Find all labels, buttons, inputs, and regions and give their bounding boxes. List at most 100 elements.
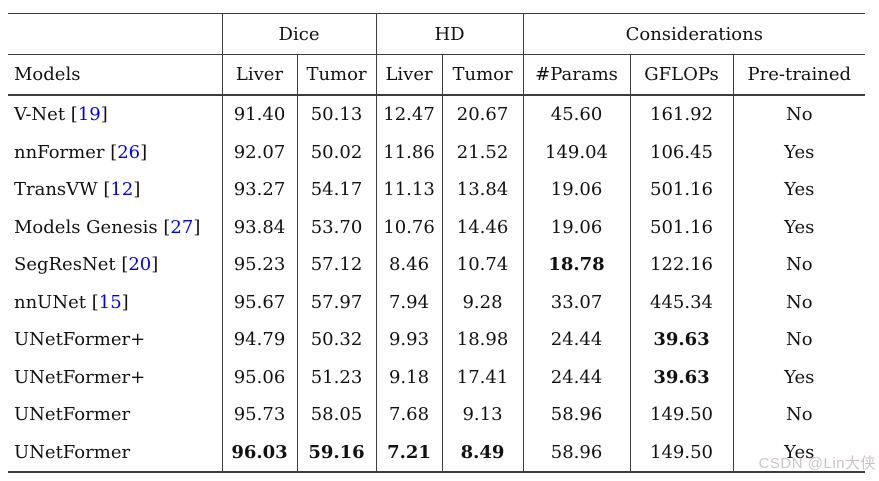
citation-link[interactable]: 27 [170,216,194,238]
value-cell: 10.74 [442,246,524,284]
value-cell: 54.17 [297,171,377,209]
column-header-dice-tumor: Tumor [297,54,377,96]
value-cell: 93.27 [222,171,298,209]
citation-link[interactable]: 12 [110,179,134,201]
model-name-cell: UNetFormer [8,396,223,434]
value-cell: 24.44 [523,358,631,396]
value-cell: 501.16 [630,208,734,246]
value-cell: 50.02 [297,133,377,171]
model-name-cell: UNetFormer+ [8,321,223,359]
value-cell: 9.28 [442,283,524,321]
value-cell: 17.41 [442,358,524,396]
table-row: UNetFormer 96.03 59.16 7.21 8.49 58.96 149.50 Y… [8,433,865,472]
value-cell: No [785,329,813,351]
value-cell: 9.18 [376,358,443,396]
model-name: TransVW [14,179,98,201]
value-cell: 19.06 [523,208,631,246]
column-header-gflops: GFLOPs [630,54,734,96]
value-cell: 9.13 [442,396,524,434]
model-name-cell: SegResNet [20] [8,246,223,284]
value-cell: 122.16 [630,246,734,284]
column-header-hd-liver: Liver [376,54,443,96]
value-cell: 18.98 [442,321,524,359]
column-header-dice-liver: Liver [222,54,298,96]
value-cell: 95.67 [222,283,298,321]
value-cell: 21.52 [442,133,524,171]
model-name-cell: UNetFormer [8,433,223,472]
citation-link[interactable]: 19 [77,104,101,126]
value-cell: 95.23 [222,246,298,284]
model-name: nnFormer [14,141,105,163]
value-cell: 8.46 [376,246,443,284]
value-cell: Yes [784,366,815,388]
value-cell: Yes [784,179,815,201]
value-cell: 50.13 [297,95,377,134]
value-cell: 11.86 [376,133,443,171]
value-cell: 9.93 [376,321,443,359]
value-cell: 11.13 [376,171,443,209]
value-cell: 57.12 [297,246,377,284]
value-cell: 149.04 [523,133,631,171]
value-cell: 94.79 [222,321,298,359]
value-cell: 58.96 [523,396,631,434]
model-name: UNetFormer+ [14,366,146,388]
group-header-considerations: Considerations [523,13,866,55]
value-cell: 58.96 [523,433,631,472]
value-cell: 53.70 [297,208,377,246]
value-cell: 19.06 [523,171,631,209]
value-cell: 149.50 [630,433,734,472]
citation-link[interactable]: 15 [98,291,122,313]
model-name: UNetFormer [14,441,131,463]
citation-link[interactable]: 20 [128,254,152,276]
value-cell: Yes [784,141,815,163]
value-cell: No [785,254,813,276]
value-cell: 445.34 [630,283,734,321]
column-header-pretrained: Pre-trained [733,54,866,96]
model-name-cell: nnUNet [15] [8,283,223,321]
model-name-cell: TransVW [12] [8,171,223,209]
value-cell: 7.94 [376,283,443,321]
value-cell: 39.63 [630,321,734,359]
table-row: V-Net [19] 91.40 50.13 12.47 20.67 45.60 161.9… [8,95,865,134]
value-cell: 7.68 [376,396,443,434]
table-row: Models Genesis [27] 93.84 53.70 10.76 14.46 1… [8,208,865,246]
model-name: Models Genesis [14,216,158,238]
value-cell: 96.03 [222,433,298,472]
model-name: nnUNet [14,291,86,313]
column-header-params: #Params [523,54,631,96]
value-cell: 95.73 [222,396,298,434]
value-cell: 18.78 [523,246,631,284]
value-cell: 7.21 [376,433,443,472]
value-cell: No [785,104,813,126]
value-cell: 10.76 [376,208,443,246]
value-cell: 8.49 [442,433,524,472]
value-cell: 45.60 [523,95,631,134]
table-row: nnUNet [15] 95.67 57.97 7.94 9.28 33.07 445.34… [8,283,865,321]
model-name-cell: nnFormer [26] [8,133,223,171]
column-header-row: Models Liver Tumor Liver Tumor #Params G… [8,54,866,96]
value-cell: 51.23 [297,358,377,396]
table-row: SegResNet [20] 95.23 57.12 8.46 10.74 18.78 12… [8,246,865,284]
value-cell: 58.05 [297,396,377,434]
group-header-dice: Dice [222,13,377,55]
group-header-empty [8,13,223,55]
value-cell: 39.63 [630,358,734,396]
value-cell: 106.45 [630,133,734,171]
value-cell: 59.16 [297,433,377,472]
table-row: UNetFormer 95.73 58.05 7.68 9.13 58.96 149.50 N… [8,396,865,434]
group-header-hd: HD [376,13,524,55]
value-cell: 57.97 [297,283,377,321]
value-cell: 91.40 [222,95,298,134]
value-cell: Yes [784,216,815,238]
model-name: UNetFormer [14,404,131,426]
value-cell: 13.84 [442,171,524,209]
value-cell: No [785,404,813,426]
value-cell: 12.47 [376,95,443,134]
table-row: UNetFormer+ 95.06 51.23 9.18 17.41 24.44 39.63… [8,358,865,396]
table-body: V-Net [19] 91.40 50.13 12.47 20.67 45.60 161.9… [8,95,865,472]
results-table: Dice HD Considerations Models Liver Tumo… [8,13,866,473]
model-name: UNetFormer+ [14,329,146,351]
column-header-models: Models [8,54,223,96]
citation-link[interactable]: 26 [117,141,141,163]
